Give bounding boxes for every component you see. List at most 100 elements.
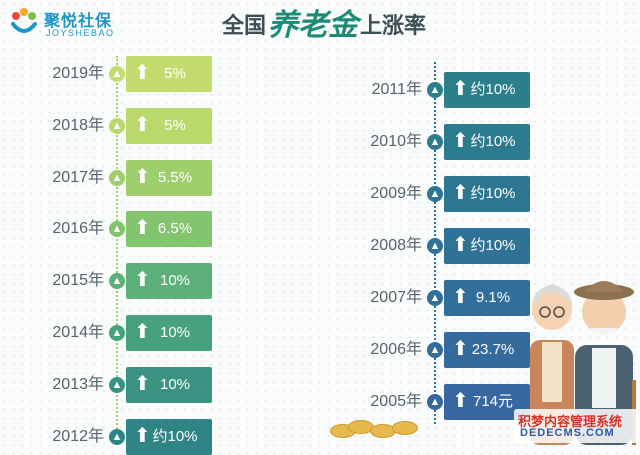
year-label: 2008年 [370,237,422,254]
rate-box: ⬆ 23.7% [444,332,530,368]
up-arrow-icon: ⬆ [452,390,469,412]
rate-value: 约10% [470,133,516,150]
timeline-dot-icon: ▲ [109,325,125,341]
timeline-dot-icon: ▲ [109,169,125,186]
up-arrow-icon: ⬆ [134,269,151,292]
timeline-dot-icon: ▲ [109,376,125,393]
page-title: 全国 养老金 上涨率 [222,4,426,44]
timeline-dot-icon: ▲ [109,117,125,134]
title-part2: 养老金 [268,9,359,42]
timeline-dot-icon: ▲ [427,134,443,150]
timeline-dot-icon: ▲ [427,394,443,410]
year-label: 2010年 [370,133,422,150]
rate-box: ⬆ 10% [126,315,212,351]
title-part1: 全国 [222,13,267,38]
watermark-line1: 积梦内容管理系统 [518,414,623,429]
year-label: 2006年 [370,341,422,358]
year-label: 2013年 [52,375,104,393]
year-label: 2016年 [52,220,104,238]
rate-value: 约10% [470,237,516,254]
year-label: 2007年 [370,289,422,306]
up-arrow-icon: ⬆ [452,130,469,152]
rate-value: 714元 [472,393,514,410]
year-label: 2009年 [370,185,422,202]
up-arrow-icon: ⬆ [452,286,469,308]
rate-value: 6.5% [157,220,193,238]
rate-box: ⬆ 5% [126,56,212,92]
rate-box: ⬆ 约10% [444,124,530,160]
up-arrow-icon: ⬆ [134,321,151,343]
rate-box: ⬆ 约10% [444,228,530,264]
timeline-dot-icon: ▲ [109,66,125,82]
rate-box: ⬆ 约10% [444,72,530,108]
rate-value: 约10% [470,185,516,202]
timeline-dot-icon: ▲ [427,186,443,202]
year-label: 2012年 [52,427,104,445]
rate-box: ⬆ 约10% [126,418,212,455]
rate-box: ⬆ 5% [126,107,212,144]
right-row: 2007年 ▲ ⬆ 9.1% [0,280,640,316]
title-part3: 上涨率 [360,13,427,38]
timeline-dot-icon: ▲ [427,82,443,98]
watermark-line2: DEDECMS.COM [520,427,615,439]
rate-box: ⬆ 10% [126,263,212,300]
up-arrow-icon: ⬆ [134,217,151,240]
year-label: 2005年 [370,393,422,410]
left-timeline-line [116,56,118,445]
left-row: 2018年 ▲ ⬆ 5% [0,107,640,144]
up-arrow-icon: ⬆ [452,234,469,256]
year-label: 2019年 [52,65,104,82]
up-arrow-icon: ⬆ [452,338,469,360]
up-arrow-icon: ⬆ [134,113,151,136]
timeline-dot-icon: ▲ [427,290,443,306]
rate-box: ⬆ 5.5% [126,159,212,196]
rate-value: 23.7% [471,341,515,358]
up-arrow-icon: ⬆ [452,182,469,204]
rate-value: 10% [159,272,191,290]
rate-box: ⬆ 9.1% [444,280,530,316]
year-label: 2014年 [52,324,104,341]
up-arrow-icon: ⬆ [134,165,151,188]
right-row: 2008年 ▲ ⬆ 约10% [0,228,640,264]
timeline-dot-icon: ▲ [109,273,125,290]
up-arrow-icon: ⬆ [452,78,469,100]
rate-value: 5% [164,116,186,134]
timeline-dot-icon: ▲ [109,428,125,445]
watermark: 积梦内容管理系统 DEDECMS.COM [514,409,638,443]
rate-value: 约10% [152,427,198,445]
left-row: 2017年 ▲ ⬆ 5.5% [0,159,640,196]
rate-value: 9.1% [475,289,511,306]
coins-decoration [330,418,440,438]
up-arrow-icon: ⬆ [134,62,151,84]
up-arrow-icon: ⬆ [134,372,151,395]
up-arrow-icon: ⬆ [134,424,151,447]
right-row: 2010年 ▲ ⬆ 约10% [0,124,640,160]
year-label: 2011年 [371,81,422,98]
year-label: 2015年 [52,272,104,290]
rate-box: ⬆ 约10% [444,176,530,212]
right-row: 2006年 ▲ ⬆ 23.7% [0,332,640,368]
left-row: 2016年 ▲ ⬆ 6.5% [0,211,640,248]
brand-logo: 聚悦社保 JOYSHEBAO [6,4,126,46]
rate-value: 10% [159,324,191,341]
year-label: 2018年 [52,116,104,134]
rate-value: 约10% [470,81,516,98]
rate-box: ⬆ 10% [126,366,212,403]
right-row: 2009年 ▲ ⬆ 约10% [0,176,640,212]
left-row: 2019年 ▲ ⬆ 5% [0,56,640,92]
brand-name: 聚悦社保 [44,13,113,30]
brand-logo-icon [11,8,37,33]
rate-value: 10% [159,375,191,393]
right-row: 2011年 ▲ ⬆ 约10% [0,72,640,108]
left-row: 2013年 ▲ ⬆ 10% [0,366,640,403]
brand-subtitle: JOYSHEBAO [46,28,115,38]
rate-value: 5% [164,65,186,82]
timeline-dot-icon: ▲ [427,238,443,254]
rate-box: ⬆ 6.5% [126,211,212,248]
timeline-dot-icon: ▲ [427,342,443,358]
timeline-dot-icon: ▲ [109,221,125,238]
left-row: 2015年 ▲ ⬆ 10% [0,263,640,300]
rate-value: 5.5% [157,168,193,186]
year-label: 2017年 [52,168,104,186]
left-row: 2014年 ▲ ⬆ 10% [0,315,640,351]
